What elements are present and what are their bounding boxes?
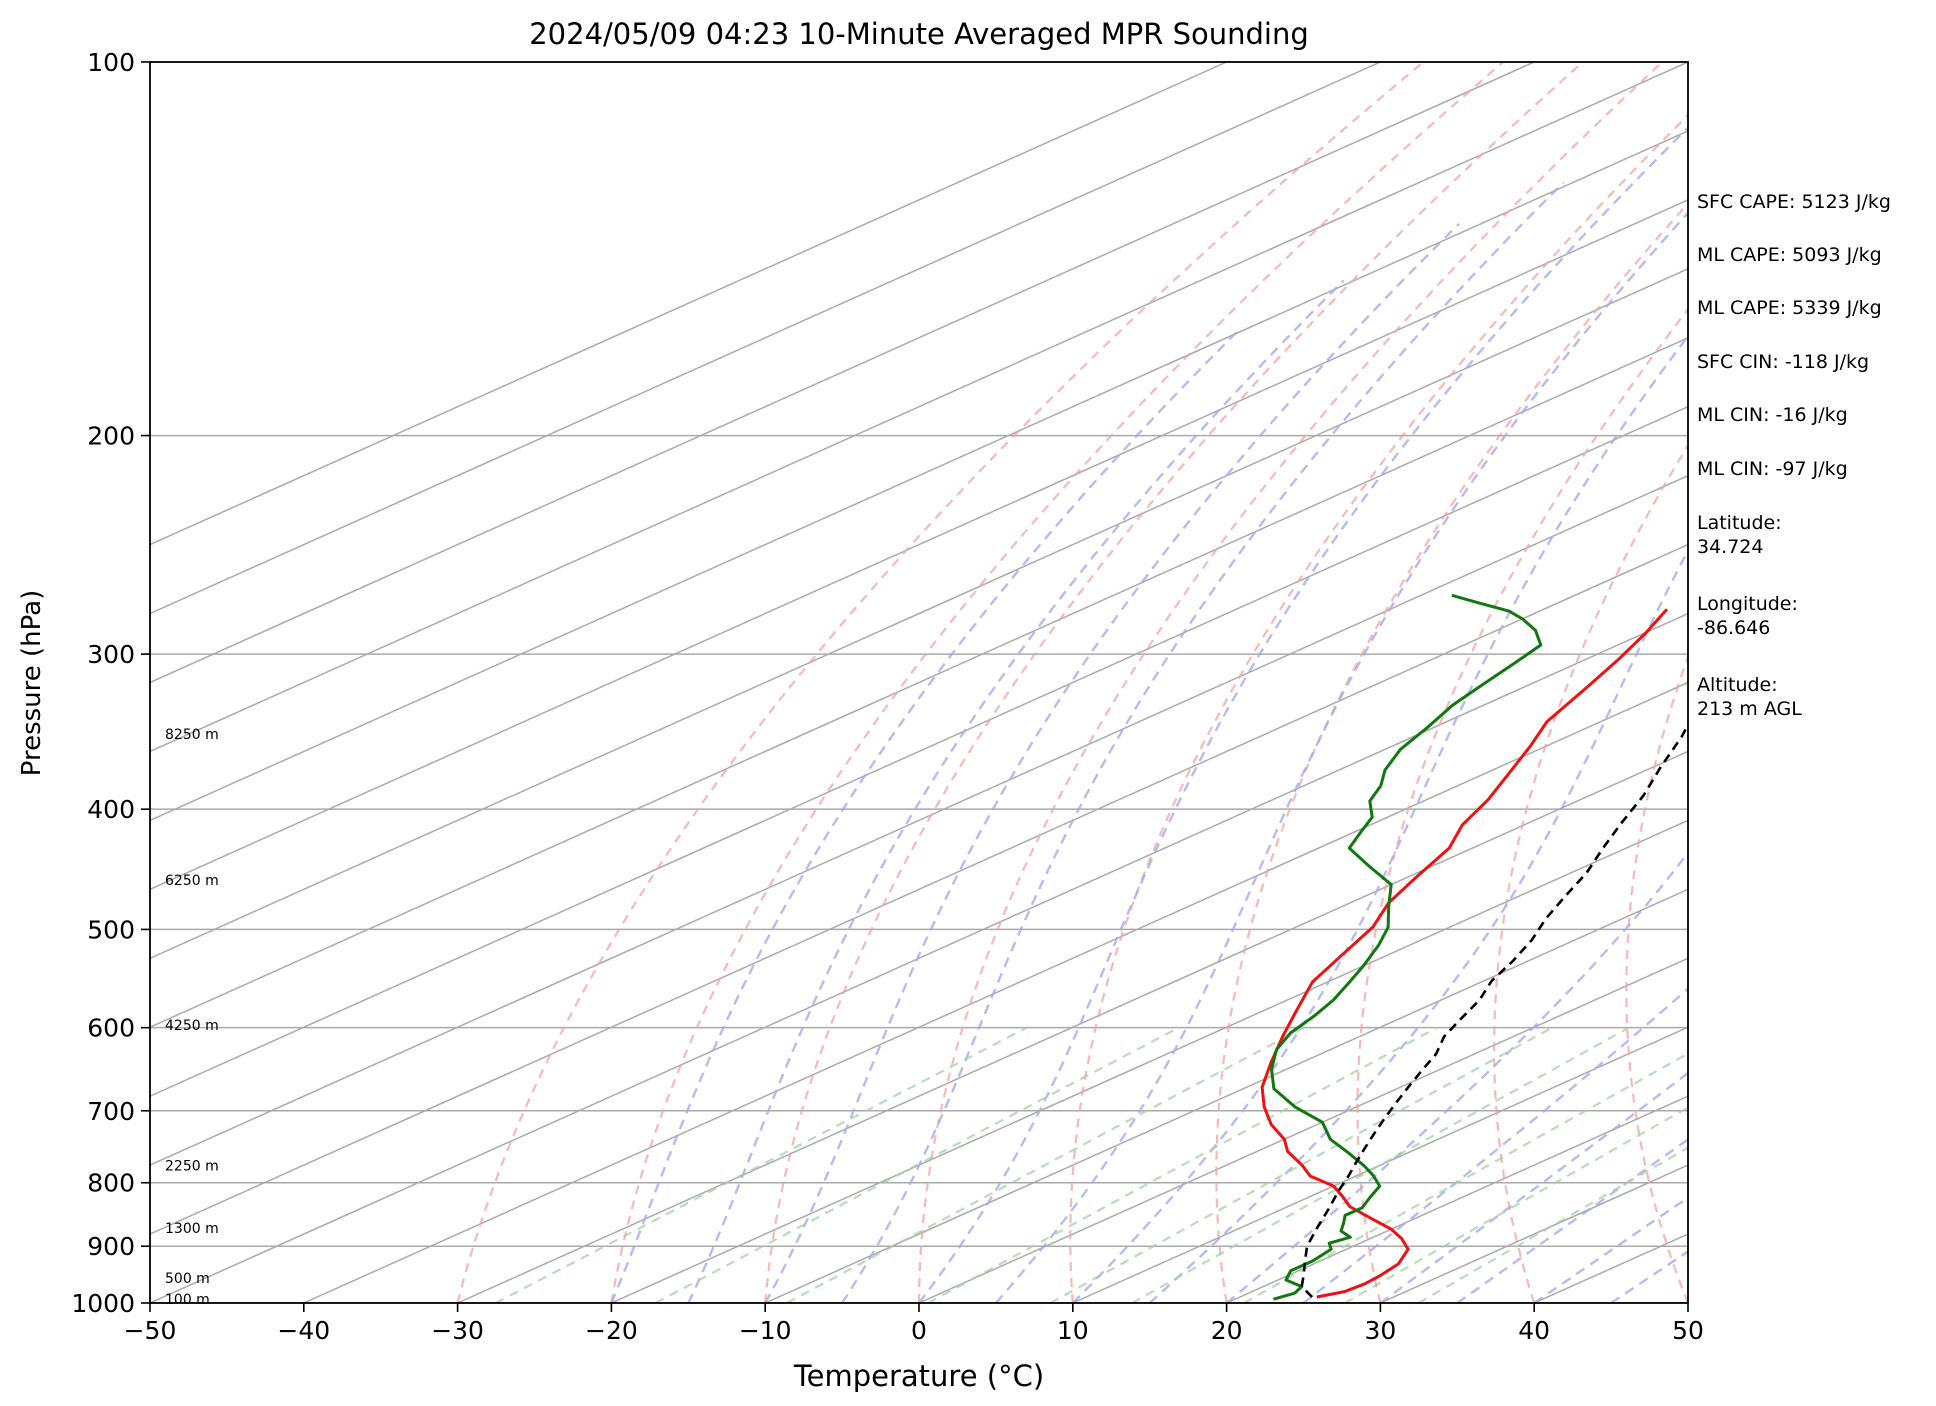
info-line: Latitude: 34.724	[1697, 512, 1782, 558]
isotherm-line	[611, 819, 1688, 1303]
y-tick-label: 200	[87, 422, 135, 451]
info-line: SFC CAPE: 5123 J/kg	[1697, 191, 1891, 213]
mixing-ratio-line	[655, 1026, 1180, 1303]
parcel-profile-line	[1300, 722, 1688, 1298]
mixing-ratio-line	[1131, 1026, 1630, 1303]
y-tick-label: 700	[87, 1097, 135, 1126]
mixing-ratio-line	[1344, 1106, 1688, 1303]
moist-adiabat-line	[918, 126, 1688, 1303]
y-tick-label: 900	[87, 1232, 135, 1261]
y-tick-label: 500	[87, 915, 135, 944]
moist-adiabat-line	[841, 181, 1565, 1303]
isotherm-line	[150, 62, 1535, 684]
mixing-ratio-line	[1243, 1052, 1688, 1303]
y-tick-label: 600	[87, 1014, 135, 1043]
info-line: ML CAPE: 5093 J/kg	[1697, 244, 1882, 266]
x-tick-label: 20	[1211, 1316, 1243, 1345]
moist-adiabat-line	[764, 222, 1460, 1303]
isotherm-line	[150, 612, 1688, 1303]
y-axis-label: Pressure (hPa)	[17, 590, 47, 777]
y-tick-label: 100	[87, 48, 135, 77]
isotherm-line	[150, 405, 1688, 1097]
moist-adiabat-line	[1225, 850, 1688, 1303]
height-label: 6250 m	[165, 873, 219, 889]
y-tick-label: 400	[87, 795, 135, 824]
height-label: 2250 m	[165, 1159, 219, 1175]
height-label: 1300 m	[165, 1221, 219, 1237]
mixing-ratio-line	[495, 1026, 1028, 1303]
temperature-profile-line	[1260, 608, 1669, 1299]
isotherm-line	[764, 888, 1688, 1303]
info-line: ML CIN: -16 J/kg	[1697, 404, 1848, 426]
mixing-ratio-line	[786, 1026, 1304, 1303]
isotherm-line	[150, 62, 1381, 615]
y-tick-label: 300	[87, 640, 135, 669]
x-tick-label: −10	[739, 1316, 792, 1345]
height-label: 100 m	[165, 1292, 210, 1308]
x-tick-label: 30	[1364, 1316, 1396, 1345]
info-line: ML CAPE: 5339 J/kg	[1697, 297, 1882, 319]
height-label: 8250 m	[165, 727, 219, 743]
x-tick-label: −40	[277, 1316, 330, 1345]
y-tick-label: 1000	[71, 1289, 135, 1318]
x-tick-label: 40	[1518, 1316, 1550, 1345]
mixing-ratio-line	[1049, 1026, 1553, 1303]
moist-adiabat-line	[1302, 987, 1688, 1303]
y-tick-label: 800	[87, 1169, 135, 1198]
isotherm-line	[1072, 1026, 1688, 1303]
mixing-ratio-line	[927, 1026, 1438, 1303]
isotherm-line	[150, 543, 1688, 1235]
isotherm-line	[150, 130, 1688, 822]
isotherm-line	[150, 474, 1688, 1166]
isotherm-line	[918, 957, 1688, 1303]
dry-adiabat-line	[610, 62, 1504, 1303]
height-label: 4250 m	[165, 1018, 219, 1034]
moist-adiabat-line	[1071, 334, 1688, 1303]
moist-adiabat-line	[1533, 1196, 1688, 1303]
x-tick-label: 10	[1057, 1316, 1089, 1345]
isotherm-line	[150, 62, 1688, 753]
dry-adiabat-line	[1493, 443, 1688, 1303]
dry-adiabat-line	[1215, 201, 1688, 1303]
info-line: ML CIN: -97 J/kg	[1697, 458, 1848, 480]
info-line: SFC CIN: -118 J/kg	[1697, 351, 1870, 373]
dry-adiabat-line	[1879, 62, 1936, 1303]
x-tick-label: 50	[1672, 1316, 1704, 1345]
height-label: 500 m	[165, 1271, 210, 1287]
info-line: Longitude: -86.646	[1697, 593, 1798, 639]
x-axis-label: Temperature (°C)	[793, 1359, 1044, 1393]
x-tick-label: −30	[431, 1316, 484, 1345]
isotherm-line	[150, 336, 1688, 1029]
moist-adiabat-line	[1148, 547, 1688, 1303]
x-tick-label: −50	[124, 1316, 177, 1345]
moist-adiabat-line	[687, 279, 1345, 1303]
info-line: Altitude: 213 m AGL	[1697, 674, 1802, 720]
x-tick-label: −20	[585, 1316, 638, 1345]
isotherm-line	[150, 268, 1688, 960]
dry-adiabat-line	[917, 62, 1664, 1303]
x-tick-label: 0	[911, 1316, 927, 1345]
chart-title: 2024/05/09 04:23 10-Minute Averaged MPR …	[529, 17, 1309, 51]
isotherm-line	[150, 62, 1227, 546]
isotherm-line	[457, 750, 1688, 1303]
dry-adiabat-line	[1069, 113, 1688, 1303]
dewpoint-profile-line	[1270, 593, 1543, 1301]
mixing-ratio-line	[1418, 1146, 1688, 1303]
moist-adiabat-line	[610, 331, 1238, 1303]
dry-adiabat-line	[1356, 307, 1688, 1303]
dry-adiabat-line	[764, 62, 1584, 1303]
isotherm-line	[150, 199, 1688, 891]
